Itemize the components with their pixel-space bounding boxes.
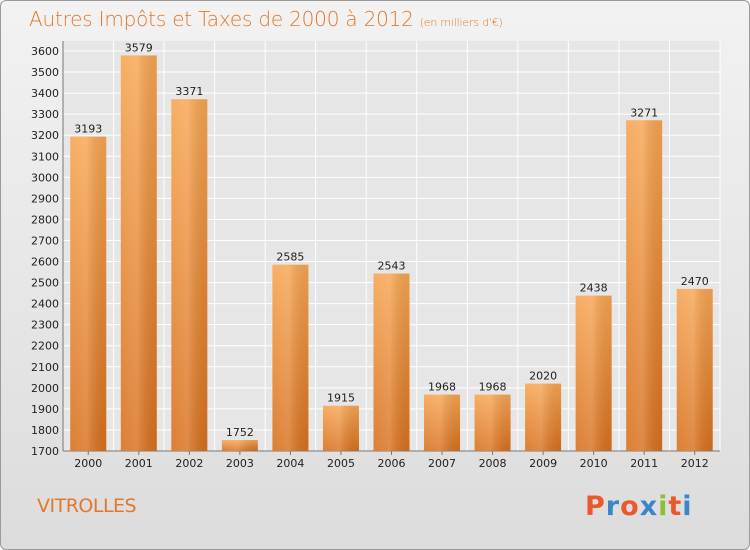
x-tick-label-2001: 2001 bbox=[125, 457, 153, 470]
proxiti-logo: Proxiti bbox=[585, 491, 693, 522]
logo-letter: t bbox=[668, 491, 683, 522]
bar-shine-2009 bbox=[525, 383, 562, 451]
value-label-2000: 3193 bbox=[74, 123, 102, 136]
bar-shine-2007 bbox=[424, 394, 461, 451]
x-tick-label-2005: 2005 bbox=[327, 457, 355, 470]
commune-name: VITROLLES bbox=[37, 495, 137, 517]
logo-letter: o bbox=[620, 491, 640, 522]
x-tick-label-2002: 2002 bbox=[175, 457, 203, 470]
chart-title-text: Autres Impôts et Taxes de 2000 à 2012 bbox=[29, 7, 414, 31]
y-tick-label: 3600 bbox=[31, 45, 59, 58]
bar-shine-2002 bbox=[171, 99, 208, 452]
chart-title: Autres Impôts et Taxes de 2000 à 2012 (en… bbox=[29, 7, 503, 31]
bar-shine-2011 bbox=[626, 120, 663, 452]
x-tick-label-2004: 2004 bbox=[276, 457, 304, 470]
x-tick-label-2009: 2009 bbox=[529, 457, 557, 470]
value-label-2008: 1968 bbox=[479, 381, 507, 394]
value-label-2006: 2543 bbox=[378, 260, 406, 273]
logo-letter: P bbox=[585, 491, 606, 522]
logo-letter: i bbox=[682, 491, 693, 522]
y-tick-label: 2300 bbox=[31, 319, 59, 332]
y-tick-label: 3500 bbox=[31, 66, 59, 79]
y-tick-label: 3000 bbox=[31, 171, 59, 184]
x-tick-label-2011: 2011 bbox=[630, 457, 658, 470]
y-tick-label: 3300 bbox=[31, 108, 59, 121]
value-label-2004: 2585 bbox=[276, 251, 304, 264]
bar-shine-2010 bbox=[575, 295, 612, 451]
value-label-2005: 1915 bbox=[327, 392, 355, 405]
bar-shine-2003 bbox=[221, 440, 258, 451]
bar-shine-2006 bbox=[373, 273, 410, 451]
logo-letter: x bbox=[639, 491, 659, 522]
value-label-2001: 3579 bbox=[125, 41, 153, 54]
value-label-2011: 3271 bbox=[630, 106, 658, 119]
y-tick-label: 2800 bbox=[31, 213, 59, 226]
x-tick-label-2008: 2008 bbox=[479, 457, 507, 470]
y-tick-label: 2500 bbox=[31, 277, 59, 290]
bar-shine-2005 bbox=[322, 405, 359, 451]
x-tick-label-2007: 2007 bbox=[428, 457, 456, 470]
value-label-2012: 2470 bbox=[681, 275, 709, 288]
bar-shine-2001 bbox=[120, 55, 157, 451]
y-tick-label: 2100 bbox=[31, 361, 59, 374]
chart-subtitle: (en milliers d'€) bbox=[419, 16, 503, 29]
x-tick-label-2012: 2012 bbox=[681, 457, 709, 470]
y-tick-label: 2000 bbox=[31, 382, 59, 395]
y-tick-label: 2400 bbox=[31, 298, 59, 311]
y-tick-label: 2600 bbox=[31, 256, 59, 269]
x-tick-label-2003: 2003 bbox=[226, 457, 254, 470]
x-tick-label-2000: 2000 bbox=[74, 457, 102, 470]
y-tick-label: 1700 bbox=[31, 445, 59, 458]
value-label-2007: 1968 bbox=[428, 381, 456, 394]
y-tick-label: 1800 bbox=[31, 424, 59, 437]
value-label-2009: 2020 bbox=[529, 370, 557, 383]
logo-letter: r bbox=[605, 491, 621, 522]
y-tick-label: 3400 bbox=[31, 87, 59, 100]
bar-shine-2000 bbox=[70, 136, 107, 451]
y-tick-label: 3100 bbox=[31, 150, 59, 163]
value-label-2003: 1752 bbox=[226, 426, 254, 439]
x-tick-label-2006: 2006 bbox=[378, 457, 406, 470]
logo-letter: i bbox=[658, 491, 669, 522]
y-tick-label: 2700 bbox=[31, 234, 59, 247]
y-tick-label: 1900 bbox=[31, 403, 59, 416]
bar-shine-2004 bbox=[272, 264, 309, 451]
x-tick-label-2010: 2010 bbox=[580, 457, 608, 470]
bar-shine-2008 bbox=[474, 394, 511, 451]
y-tick-label: 3200 bbox=[31, 129, 59, 142]
bar-shine-2012 bbox=[676, 288, 713, 451]
value-label-2002: 3371 bbox=[175, 85, 203, 98]
value-label-2010: 2438 bbox=[580, 282, 608, 295]
y-tick-label: 2200 bbox=[31, 340, 59, 353]
y-tick-label: 2900 bbox=[31, 192, 59, 205]
